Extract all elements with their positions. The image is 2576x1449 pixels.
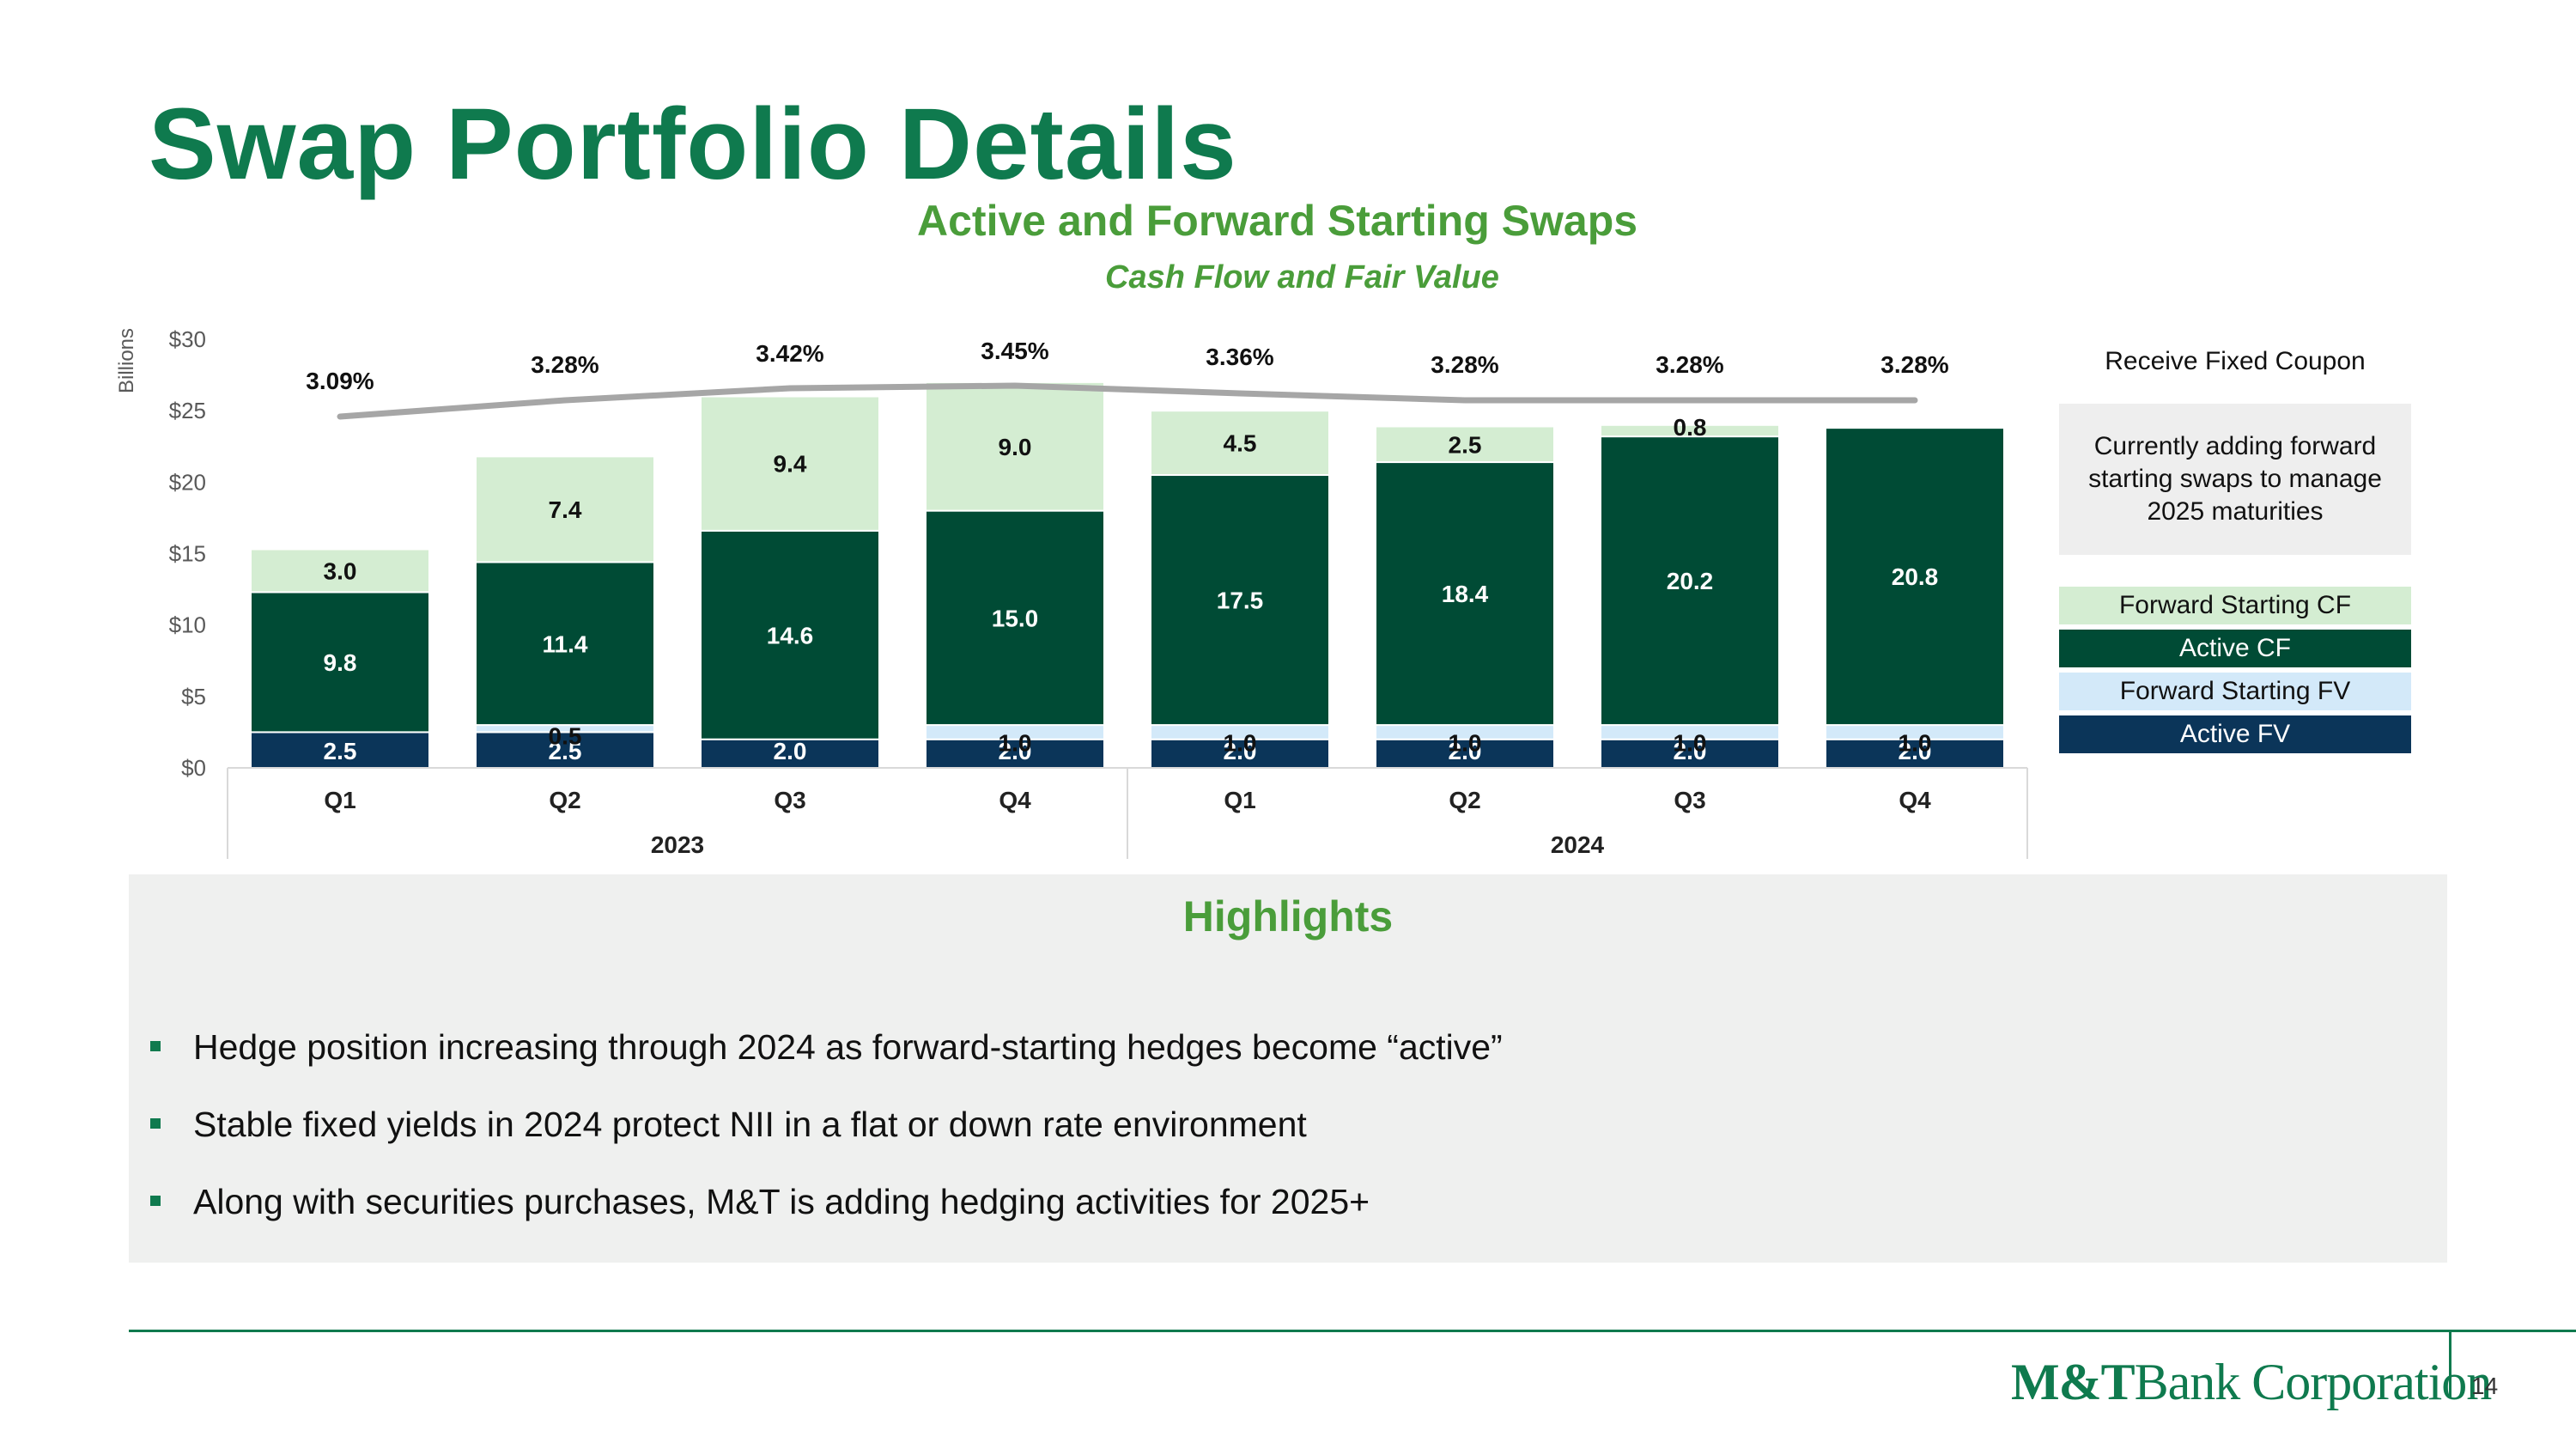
- coupon-rate-label: 3.28%: [1431, 351, 1498, 378]
- page-number: 14: [2471, 1373, 2499, 1399]
- highlights-title: Highlights: [1182, 892, 1394, 941]
- highlights-panel: Highlights Hedge position increasing thr…: [129, 874, 2447, 1263]
- bar-value-label: 2.0: [999, 738, 1032, 764]
- bar-segment: [250, 548, 430, 594]
- bar-value-label: 2.0: [1899, 738, 1932, 764]
- coupon-rate-label: 3.42%: [756, 340, 823, 367]
- highlight-bullet: Hedge position increasing through 2024 a…: [150, 1027, 1503, 1068]
- bar-segment: [1375, 425, 1555, 464]
- bar-value-label: 4.5: [1224, 430, 1257, 457]
- bar-segment: [1600, 423, 1780, 438]
- bar-segment: [250, 591, 430, 734]
- bar-segment: [1600, 435, 1780, 727]
- bar-value-label: 7.4: [549, 496, 582, 523]
- y-tick-label: $0: [181, 755, 206, 781]
- y-tick-label: $15: [169, 541, 206, 567]
- bar-segment: [925, 509, 1105, 727]
- note-box: Currently adding forward starting swaps …: [2059, 404, 2411, 555]
- x-tick-label: Q3: [1674, 787, 1705, 813]
- bar-value-label: 1.0: [1674, 730, 1707, 757]
- highlight-bullet: Stable fixed yields in 2024 protect NII …: [150, 1105, 1307, 1145]
- bar-segment: [700, 529, 880, 740]
- bar-value-label: 2.0: [1674, 738, 1707, 764]
- coupon-rate-label: 3.28%: [531, 351, 598, 378]
- legend-item: Forward Starting FV: [2059, 673, 2411, 710]
- coupon-rate-label: 3.28%: [1880, 351, 1948, 378]
- bar-value-label: 0.8: [1674, 414, 1707, 441]
- bar-value-label: 20.2: [1667, 568, 1714, 594]
- bar-value-label: 1.0: [1224, 730, 1257, 757]
- legend-item: Forward Starting CF: [2059, 587, 2411, 624]
- bar-value-label: 1.0: [1449, 730, 1482, 757]
- y-tick-label: $25: [169, 398, 206, 423]
- bar-value-label: 9.4: [774, 451, 807, 478]
- y-tick-label: $5: [181, 684, 206, 709]
- bar-value-label: 2.0: [1449, 738, 1482, 764]
- company-logo: M&TBank Corporation: [2011, 1354, 2492, 1410]
- bar-value-label: 3.0: [324, 557, 357, 584]
- legend-item: Active CF: [2059, 630, 2411, 667]
- bar-value-label: 14.6: [767, 622, 814, 648]
- bullet-square-icon: [150, 1196, 161, 1207]
- bar-segment: [925, 381, 1105, 512]
- bar-segment: [475, 561, 655, 727]
- bar-value-label: 9.8: [324, 649, 357, 676]
- x-tick-label: Q1: [1224, 787, 1255, 813]
- bar-segment: [1375, 738, 1555, 770]
- bar-value-label: 2.5: [324, 738, 357, 764]
- x-tick-label: Q4: [999, 787, 1031, 813]
- footer-separator: [2449, 1331, 2451, 1398]
- bar-segment: [700, 395, 880, 532]
- bar-segment: [1600, 738, 1780, 770]
- bar-value-label: 17.5: [1217, 588, 1264, 614]
- bar-value-label: 1.0: [1899, 730, 1932, 757]
- footer-divider: [129, 1330, 2576, 1332]
- bar-value-label: 11.4: [543, 630, 588, 657]
- page-title: Swap Portfolio Details: [149, 88, 1237, 201]
- highlight-bullet: Along with securities purchases, M&T is …: [150, 1182, 1370, 1222]
- bar-value-label: 9.0: [999, 434, 1032, 460]
- bar-value-label: 1.0: [999, 730, 1032, 757]
- y-tick-label: $10: [169, 612, 206, 638]
- x-tick-label: Q2: [1449, 787, 1480, 813]
- bar-value-label: 0.5: [549, 722, 582, 749]
- bar-value-label: 2.0: [1224, 738, 1257, 764]
- coupon-rate-label: 3.36%: [1206, 344, 1273, 370]
- bullet-square-icon: [150, 1118, 161, 1129]
- x-tick-label: Q2: [549, 787, 580, 813]
- year-label: 2023: [651, 831, 704, 858]
- x-tick-label: Q3: [774, 787, 805, 813]
- y-axis-label: Billions: [115, 328, 138, 393]
- bar-segment: [1375, 461, 1555, 727]
- year-label: 2024: [1551, 831, 1605, 858]
- stacked-bar-chart: $0 $5 $10 $15 $20 $25 $30 Billions 2.5 2.5 2.0 2.0 2…: [115, 326, 2028, 859]
- bar-value-label: 18.4: [1442, 581, 1489, 607]
- bar-value-label: 15.0: [992, 605, 1039, 631]
- bar-value-label: 2.5: [1449, 431, 1482, 458]
- coupon-rate-label: 3.28%: [1656, 351, 1723, 378]
- bar-value-label: 2.0: [774, 738, 807, 764]
- x-tick-label: Q4: [1899, 787, 1931, 813]
- bullet-square-icon: [150, 1041, 161, 1052]
- coupon-rate-label: 3.09%: [306, 368, 374, 394]
- bar-segment: [1150, 410, 1330, 477]
- y-tick-label: $20: [169, 469, 206, 495]
- legend-item: Active FV: [2059, 715, 2411, 753]
- coupon-line: [337, 382, 1918, 420]
- bar-value-label: 20.8: [1892, 563, 1939, 590]
- bar-segment: [1150, 474, 1330, 727]
- x-tick-label: Q1: [324, 787, 355, 813]
- y-tick-label: $30: [169, 326, 206, 352]
- bar-segment: [475, 455, 655, 563]
- receive-fixed-coupon-label: Receive Fixed Coupon: [2105, 347, 2366, 375]
- bar-value-label: 2.5: [549, 738, 582, 764]
- coupon-rate-label: 3.45%: [981, 338, 1048, 364]
- bar-segment: [1825, 427, 2005, 727]
